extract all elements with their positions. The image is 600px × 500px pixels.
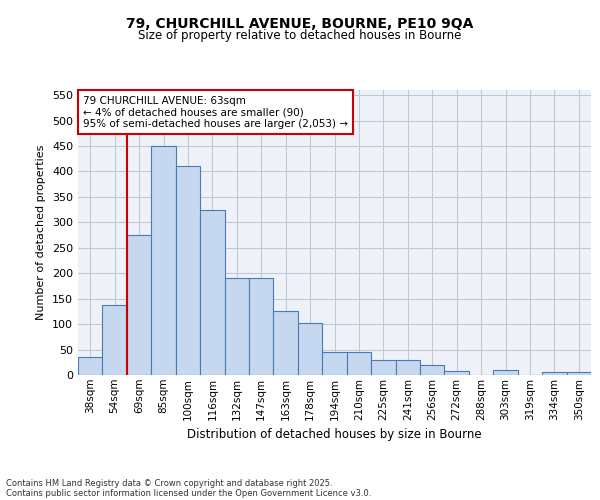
Bar (493, 370, 518, 375)
Bar (200, 210, 224, 375)
Bar (103, 306, 127, 375)
Bar (395, 360, 420, 375)
Bar (127, 235, 151, 375)
Bar (445, 372, 469, 375)
Bar (78, 357, 103, 375)
Y-axis label: Number of detached properties: Number of detached properties (37, 145, 46, 320)
Bar (371, 360, 395, 375)
Bar (224, 278, 249, 375)
Bar (322, 352, 347, 375)
X-axis label: Distribution of detached houses by size in Bourne: Distribution of detached houses by size … (187, 428, 482, 441)
Bar (298, 322, 322, 375)
Text: 79, CHURCHILL AVENUE, BOURNE, PE10 9QA: 79, CHURCHILL AVENUE, BOURNE, PE10 9QA (127, 18, 473, 32)
Bar (566, 372, 591, 375)
Bar (347, 352, 371, 375)
Text: Contains public sector information licensed under the Open Government Licence v3: Contains public sector information licen… (6, 488, 371, 498)
Bar (274, 312, 298, 375)
Bar (542, 372, 566, 375)
Bar (420, 365, 445, 375)
Bar (249, 278, 274, 375)
Text: 79 CHURCHILL AVENUE: 63sqm
← 4% of detached houses are smaller (90)
95% of semi-: 79 CHURCHILL AVENUE: 63sqm ← 4% of detac… (83, 96, 348, 129)
Text: Contains HM Land Registry data © Crown copyright and database right 2025.: Contains HM Land Registry data © Crown c… (6, 478, 332, 488)
Text: Size of property relative to detached houses in Bourne: Size of property relative to detached ho… (139, 29, 461, 42)
Bar (151, 146, 176, 375)
Bar (176, 166, 200, 375)
